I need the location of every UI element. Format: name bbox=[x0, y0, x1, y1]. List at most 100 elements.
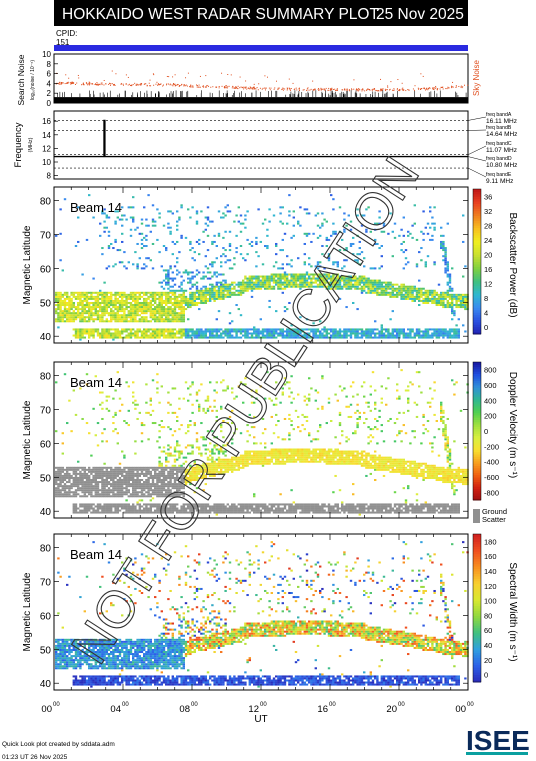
sky-noise-point bbox=[295, 87, 297, 89]
power-cell bbox=[319, 330, 322, 333]
power-cell bbox=[180, 295, 183, 298]
power-cell bbox=[338, 281, 342, 284]
power-cell bbox=[211, 336, 214, 339]
power-cell bbox=[156, 208, 159, 211]
power-cell bbox=[446, 289, 449, 292]
vel-cell bbox=[156, 511, 159, 514]
power-cell bbox=[180, 301, 183, 304]
power-cell bbox=[226, 334, 229, 337]
vel-cell bbox=[59, 472, 62, 475]
sky-noise-point bbox=[387, 86, 389, 88]
power-cell bbox=[92, 297, 95, 300]
power-colorbar-swatch bbox=[473, 237, 481, 241]
power-cell bbox=[435, 336, 438, 339]
vel-cell bbox=[171, 464, 174, 467]
sky-noise-point bbox=[228, 85, 230, 87]
power-cell bbox=[378, 336, 381, 339]
power-cell bbox=[99, 314, 102, 317]
power-cell bbox=[374, 228, 377, 231]
power-cell bbox=[433, 206, 436, 209]
vel-cell bbox=[173, 448, 177, 451]
power-cell bbox=[292, 216, 295, 219]
vel-cell bbox=[70, 474, 73, 477]
power-cell bbox=[123, 299, 126, 302]
power-cell bbox=[81, 328, 84, 331]
power-cell bbox=[446, 299, 449, 302]
power-cell bbox=[462, 295, 465, 298]
power-cell bbox=[143, 304, 146, 307]
power-cell bbox=[182, 328, 185, 331]
power-cell bbox=[154, 291, 157, 294]
power-cell bbox=[422, 330, 425, 333]
power-cell bbox=[404, 336, 408, 339]
power-cell bbox=[160, 301, 163, 304]
power-cell bbox=[418, 287, 421, 290]
power-cell bbox=[422, 334, 425, 337]
power-cell bbox=[99, 234, 102, 237]
power-cell bbox=[165, 314, 168, 317]
power-cell bbox=[206, 249, 210, 252]
sky-noise-point bbox=[86, 83, 88, 85]
power-cell bbox=[99, 332, 102, 335]
power-cell bbox=[277, 287, 280, 290]
power-cell bbox=[114, 320, 117, 323]
power-cell bbox=[330, 336, 333, 339]
power-cell bbox=[349, 336, 353, 339]
power-cell bbox=[411, 297, 414, 300]
power-cell bbox=[462, 240, 465, 243]
vel-cell bbox=[81, 495, 84, 498]
vel-cell bbox=[92, 470, 95, 473]
power-cell bbox=[448, 301, 452, 304]
power-cell bbox=[402, 267, 405, 270]
power-cell bbox=[110, 328, 113, 331]
power-cell bbox=[193, 299, 196, 302]
power-cell bbox=[169, 295, 172, 298]
power-cell bbox=[143, 267, 146, 270]
power-cell bbox=[189, 328, 192, 331]
vel-cell bbox=[129, 493, 133, 496]
power-cell bbox=[308, 332, 311, 335]
power-cell bbox=[299, 336, 302, 339]
vel-cell bbox=[85, 479, 89, 482]
power-cell bbox=[204, 299, 207, 302]
power-cell bbox=[369, 330, 372, 333]
power-cell bbox=[382, 328, 386, 331]
sky-noise-point bbox=[146, 85, 148, 87]
power-cell bbox=[220, 328, 223, 331]
sky-noise-point bbox=[74, 83, 76, 85]
power-cell bbox=[451, 293, 454, 296]
power-cell bbox=[321, 283, 324, 286]
power-cell bbox=[354, 259, 357, 262]
vel-cell bbox=[74, 491, 78, 494]
power-cell bbox=[303, 275, 306, 278]
power-cell bbox=[356, 259, 359, 262]
sky-noise-point bbox=[225, 87, 227, 89]
power-cell bbox=[180, 234, 183, 237]
power-cell bbox=[440, 334, 443, 337]
power-cell bbox=[85, 328, 89, 331]
power-cell bbox=[387, 334, 390, 337]
power-cell bbox=[143, 306, 146, 309]
vel-cell bbox=[74, 489, 78, 492]
vel-cell bbox=[92, 495, 95, 498]
power-cell bbox=[294, 281, 298, 284]
power-cell bbox=[134, 310, 137, 313]
vel-cell bbox=[143, 511, 146, 514]
power-cell bbox=[424, 263, 427, 266]
power-cell bbox=[325, 238, 328, 241]
power-cell bbox=[136, 226, 139, 229]
power-cell bbox=[323, 279, 326, 282]
power-cell bbox=[228, 242, 232, 245]
power-cell bbox=[345, 275, 348, 278]
vel-cell bbox=[59, 481, 62, 484]
power-cell bbox=[233, 263, 236, 266]
power-cell bbox=[173, 310, 177, 313]
power-cell bbox=[248, 281, 251, 284]
vel-cell bbox=[79, 509, 82, 512]
power-cell bbox=[349, 330, 353, 333]
power-cell bbox=[371, 289, 375, 292]
power-cell bbox=[248, 242, 251, 245]
power-cell bbox=[367, 283, 370, 286]
vel-cell bbox=[149, 507, 152, 510]
